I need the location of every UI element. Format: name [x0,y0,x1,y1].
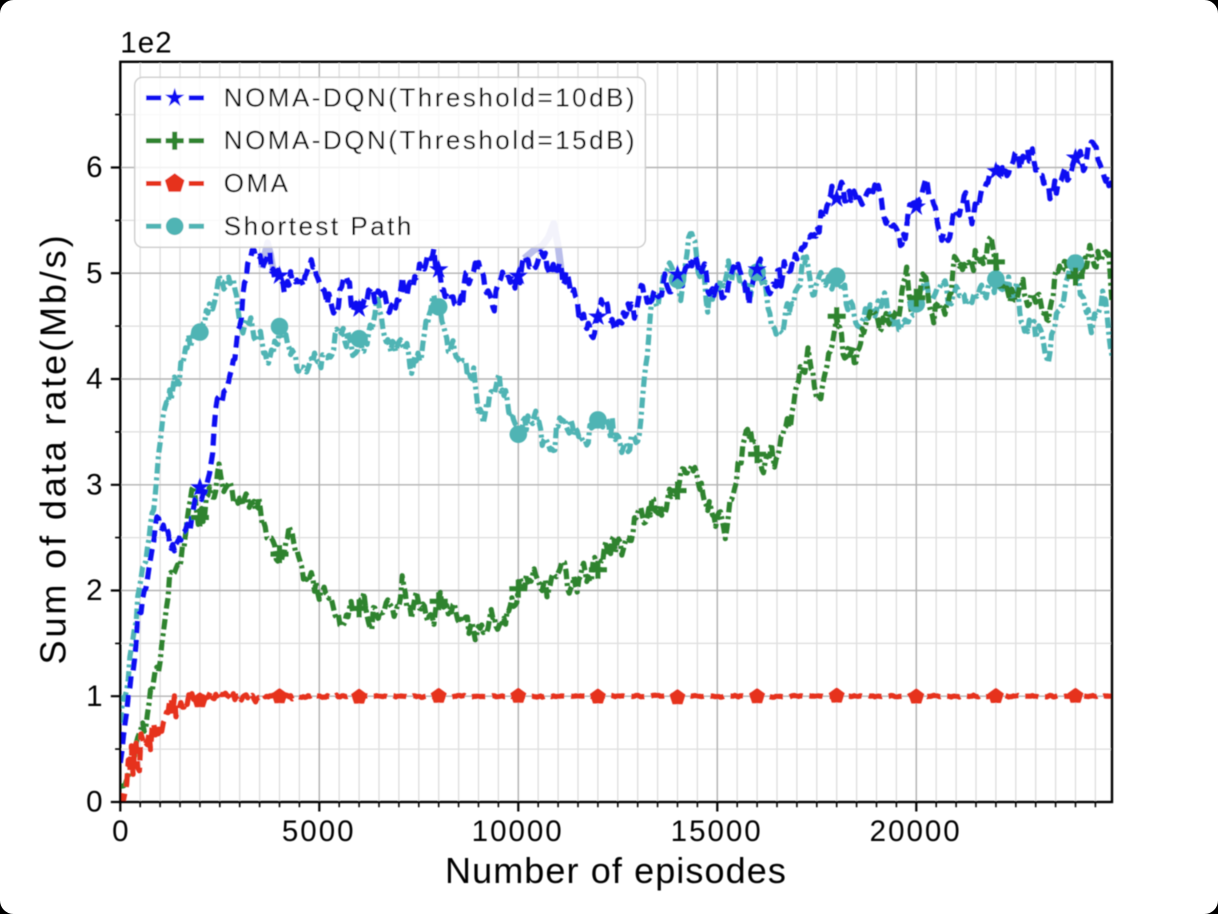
svg-text:1e2: 1e2 [120,27,173,60]
svg-text:3: 3 [86,468,102,501]
svg-text:0: 0 [86,786,102,819]
svg-text:1: 1 [86,680,102,713]
svg-text:Sum of data rate(Mb/s): Sum of data rate(Mb/s) [33,233,74,665]
svg-text:NOMA-DQN(Threshold=15dB): NOMA-DQN(Threshold=15dB) [224,125,637,155]
svg-text:Number of episodes: Number of episodes [445,850,787,891]
svg-text:6: 6 [86,151,102,184]
svg-text:2: 2 [86,574,102,607]
svg-text:Shortest Path: Shortest Path [224,211,414,241]
svg-text:15000: 15000 [671,815,763,848]
svg-text:5: 5 [86,257,102,290]
svg-text:NOMA-DQN(Threshold=10dB): NOMA-DQN(Threshold=10dB) [224,82,637,112]
svg-text:10000: 10000 [472,815,564,848]
svg-text:20000: 20000 [870,815,962,848]
svg-text:4: 4 [86,363,102,396]
svg-text:0: 0 [112,815,128,848]
svg-text:5000: 5000 [282,815,356,848]
svg-text:OMA: OMA [224,168,291,198]
